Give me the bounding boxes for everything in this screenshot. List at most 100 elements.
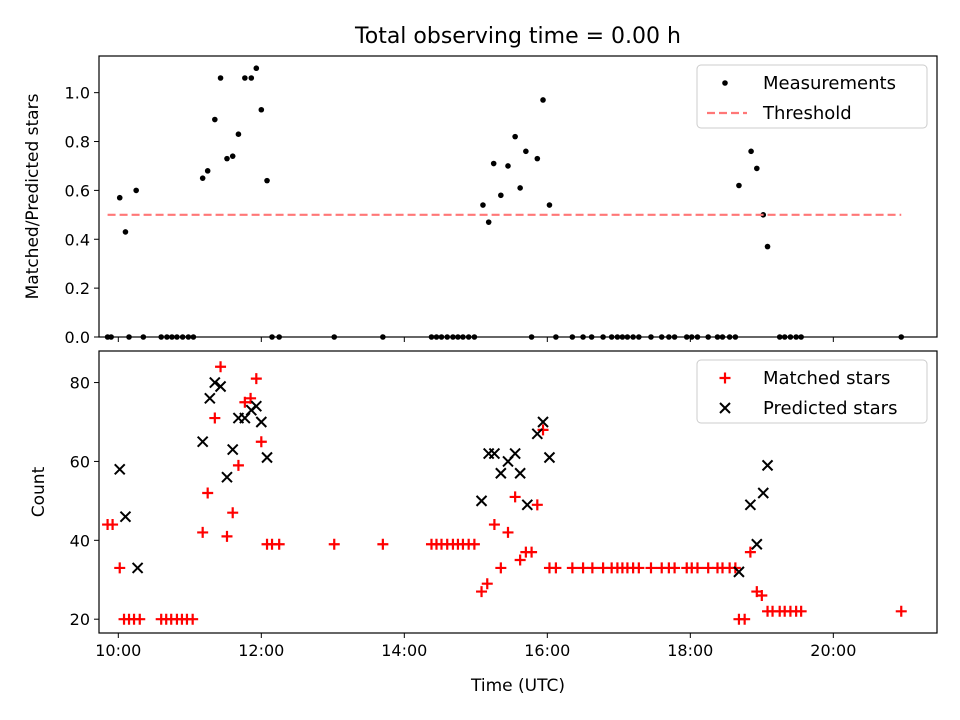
y-tick-label: 20 (70, 610, 90, 629)
data-point (580, 334, 586, 340)
data-point (444, 334, 451, 340)
data-point (546, 202, 553, 208)
legend-label: Predicted stars (763, 398, 897, 419)
data-point (736, 182, 742, 189)
data-point (795, 605, 807, 617)
data-point (495, 562, 507, 574)
data-point (733, 566, 745, 578)
data-point (227, 443, 239, 456)
y-axis-label: Matched/Predicted stars (23, 93, 43, 299)
data-point (586, 562, 598, 574)
data-point (204, 168, 211, 174)
data-point (116, 194, 123, 201)
data-point (131, 562, 144, 574)
data-point (258, 106, 265, 113)
data-point (534, 155, 541, 162)
data-point (158, 334, 165, 340)
data-point (553, 334, 559, 340)
data-point (475, 495, 488, 507)
legend-swatch (722, 80, 728, 86)
data-point (543, 451, 556, 464)
data-point (781, 334, 788, 340)
data-point (509, 447, 521, 460)
x-tick-label: 18:00 (667, 641, 713, 660)
data-point (224, 155, 230, 162)
data-point (645, 562, 657, 574)
data-point (239, 412, 251, 424)
data-point (509, 491, 521, 503)
data-point (898, 334, 905, 340)
x-axis-label: Time (UTC) (470, 676, 565, 696)
data-point (537, 416, 549, 428)
data-point (748, 148, 754, 155)
data-point (485, 219, 492, 225)
data-point (122, 229, 129, 235)
data-point (465, 334, 472, 340)
data-point (726, 334, 733, 340)
data-point (666, 334, 672, 340)
data-point (235, 131, 242, 137)
y-tick-label: 60 (70, 452, 90, 471)
data-point (614, 334, 621, 340)
data-point (250, 373, 262, 385)
data-point (438, 334, 445, 340)
data-point (776, 334, 783, 340)
legend-swatch (719, 372, 731, 384)
data-point (331, 334, 338, 340)
chart-title: Total observing time = 0.00 h (354, 24, 681, 49)
legend-box (696, 64, 928, 129)
data-point (264, 177, 270, 184)
x-tick-label: 14:00 (381, 641, 427, 660)
data-point (209, 376, 221, 389)
data-point (688, 334, 695, 340)
data-point (140, 334, 147, 340)
data-point (502, 526, 514, 538)
data-point (164, 334, 170, 340)
legend-box (696, 359, 928, 424)
data-point (245, 392, 257, 404)
data-point (517, 185, 523, 191)
data-point (185, 334, 192, 340)
data-point (705, 334, 711, 340)
data-point (488, 447, 501, 460)
data-point (526, 546, 538, 558)
data-point (239, 396, 251, 408)
data-point (471, 334, 478, 340)
data-point (744, 499, 757, 511)
data-point (751, 538, 763, 550)
data-point (514, 467, 526, 479)
data-point (636, 334, 642, 340)
data-point (174, 334, 180, 340)
data-point (895, 605, 907, 617)
data-point (202, 487, 214, 499)
data-point (119, 510, 132, 523)
y-tick-label: 0.4 (65, 230, 90, 249)
data-point (756, 590, 768, 602)
data-point (253, 65, 260, 72)
data-point (648, 334, 654, 340)
y-axis-label: Count (29, 466, 49, 517)
data-point (528, 334, 535, 340)
data-point (227, 507, 239, 519)
data-point (669, 562, 681, 574)
data-point (764, 243, 771, 250)
data-point (455, 334, 461, 340)
data-point (114, 463, 126, 476)
data-point (255, 416, 268, 428)
legend-label: Measurements (763, 73, 896, 94)
data-point (433, 334, 440, 340)
data-point (476, 586, 488, 598)
legend-swatch (719, 402, 731, 414)
data-point (531, 428, 544, 440)
data-point (215, 361, 227, 373)
y-tick-label: 0.2 (65, 279, 90, 298)
data-point (608, 334, 615, 340)
data-point (495, 467, 507, 479)
data-point (488, 519, 500, 531)
data-point (754, 165, 760, 172)
data-point (133, 187, 139, 194)
data-point (793, 334, 799, 340)
top-axes: 0.0 0.2 0.4 0.6 0.8 1.0 Matched/Predicted star… (23, 55, 938, 347)
data-point (744, 546, 756, 558)
